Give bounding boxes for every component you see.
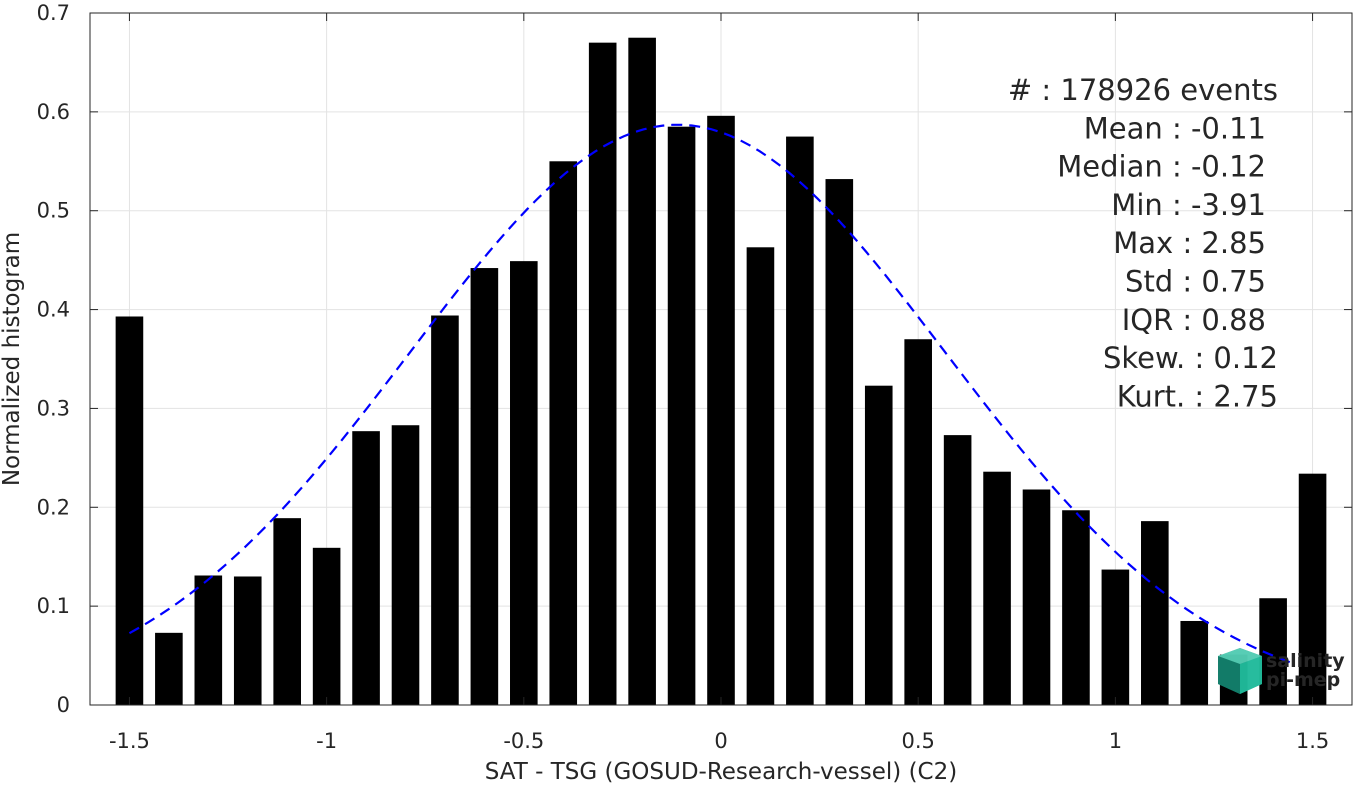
x-axis-label: SAT - TSG (GOSUD-Research-vessel) (C2) bbox=[485, 759, 957, 785]
y-axis-tick-labels: 0 0.1 0.2 0.3 0.4 0.5 0.6 0.7 bbox=[37, 1, 70, 717]
histogram-bar bbox=[1062, 510, 1090, 705]
stat-line: Median : -0.12 bbox=[1057, 150, 1266, 184]
x-tick-label: -1.5 bbox=[109, 729, 150, 753]
y-tick-label: 0 bbox=[57, 693, 70, 717]
histogram-bar bbox=[825, 179, 854, 705]
y-tick-label: 0.4 bbox=[37, 298, 70, 322]
histogram-bar bbox=[1101, 569, 1130, 705]
x-tick-label: 0.5 bbox=[901, 729, 934, 753]
histogram-bar bbox=[1180, 620, 1209, 705]
x-tick-label: -1 bbox=[316, 729, 337, 753]
x-axis-tick-labels: -1.5 -1 -0.5 0 0.5 1 1.5 bbox=[109, 729, 1329, 753]
histogram-bar bbox=[194, 575, 223, 705]
histogram-bar bbox=[233, 576, 262, 705]
y-tick-label: 0.3 bbox=[37, 396, 70, 420]
logo-text-line1: salinity bbox=[1266, 650, 1345, 672]
histogram-bar bbox=[904, 339, 932, 705]
x-tick-label: 1 bbox=[1109, 729, 1122, 753]
stat-line: Skew. : 0.12 bbox=[1103, 341, 1278, 375]
x-tick-label: -0.5 bbox=[503, 729, 544, 753]
stat-line: Mean : -0.11 bbox=[1084, 111, 1266, 145]
stat-line: Kurt. : 2.75 bbox=[1117, 379, 1278, 413]
histogram-bar bbox=[786, 136, 814, 706]
histogram-bar bbox=[667, 126, 696, 705]
stat-line: Max : 2.85 bbox=[1113, 226, 1266, 260]
y-tick-label: 0.5 bbox=[37, 199, 70, 223]
histogram-bar bbox=[1298, 473, 1327, 705]
y-axis-label: Normalized histogram bbox=[0, 232, 25, 486]
histogram-bar bbox=[115, 316, 144, 705]
stat-line: # : 178926 events bbox=[1008, 73, 1278, 107]
histogram-bar bbox=[391, 425, 420, 705]
histogram-bar bbox=[273, 518, 301, 705]
axis-ticks bbox=[90, 12, 1352, 706]
y-tick-label: 0.2 bbox=[37, 495, 70, 519]
histogram-bar bbox=[470, 268, 499, 705]
histogram-bar bbox=[352, 431, 380, 705]
histogram-bar bbox=[943, 435, 972, 705]
y-tick-label: 0.6 bbox=[37, 100, 70, 124]
histogram-bar bbox=[312, 547, 341, 705]
y-tick-label: 0.1 bbox=[37, 594, 70, 618]
gaussian-fit-curve bbox=[128, 123, 1294, 665]
stat-line: IQR : 0.88 bbox=[1122, 303, 1266, 337]
stat-line: Min : -3.91 bbox=[1111, 188, 1266, 222]
x-tick-label: 0 bbox=[714, 729, 727, 753]
histogram-bar bbox=[746, 247, 775, 705]
x-tick-label: 1.5 bbox=[1296, 729, 1329, 753]
histogram-bar bbox=[1141, 521, 1169, 705]
histogram-bar bbox=[983, 471, 1011, 705]
histogram-bar bbox=[864, 385, 893, 705]
histogram-bar bbox=[628, 37, 656, 705]
statistics-box: # : 178926 events Mean : -0.11 Median : -0… bbox=[1008, 73, 1278, 413]
histogram-bar bbox=[510, 261, 538, 705]
histogram-bar bbox=[155, 632, 183, 705]
y-tick-label: 0.7 bbox=[37, 1, 70, 25]
histogram-bar bbox=[707, 115, 735, 706]
logo-text-line2: pi-mep bbox=[1266, 669, 1340, 691]
logo-cube-icon bbox=[1218, 648, 1262, 694]
salinity-pimep-logo: salinity pi-mep bbox=[1218, 648, 1345, 694]
bars bbox=[115, 37, 1327, 706]
histogram-bar bbox=[549, 161, 578, 706]
histogram-bar bbox=[1022, 489, 1051, 705]
stat-line: Std : 0.75 bbox=[1125, 265, 1266, 299]
histogram-bar bbox=[431, 315, 459, 705]
